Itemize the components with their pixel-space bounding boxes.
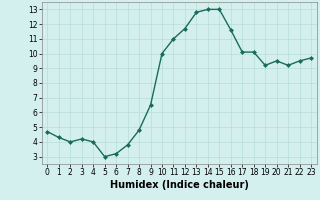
X-axis label: Humidex (Indice chaleur): Humidex (Indice chaleur) xyxy=(110,180,249,190)
